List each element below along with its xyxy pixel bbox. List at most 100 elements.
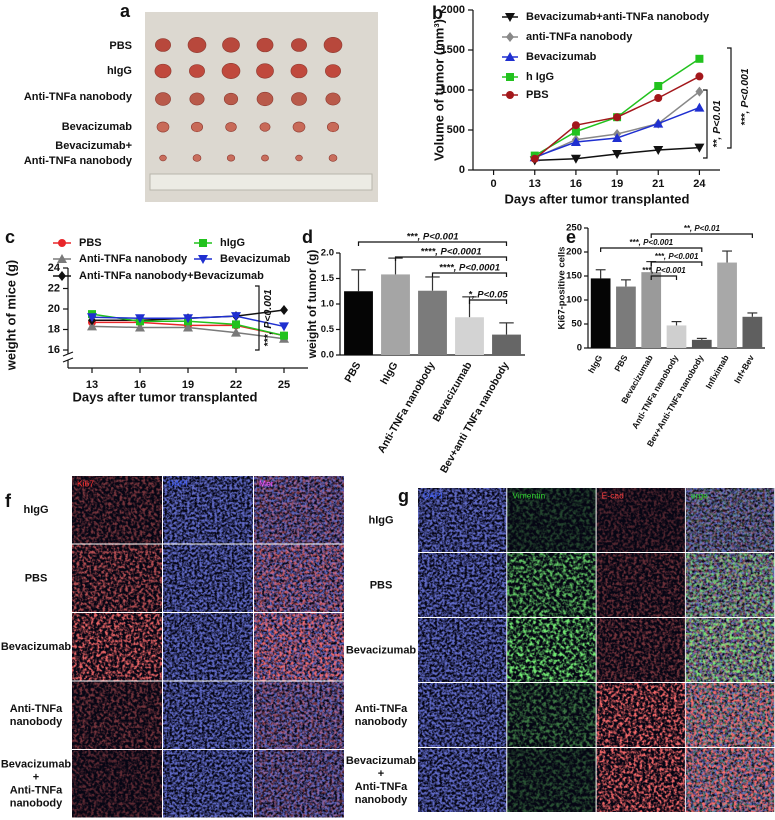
annotation: ****, P<0.0001 <box>439 263 500 274</box>
row-label: Bevacizumab <box>1 759 72 771</box>
point <box>87 321 97 331</box>
y-tick-label: 200 <box>566 247 582 258</box>
tumor <box>256 37 274 53</box>
legend-label: Bevacizumab+anti-TNFa nanobody <box>526 11 710 23</box>
point <box>695 86 704 97</box>
legend-label: PBS <box>79 237 102 249</box>
legend-label: hIgG <box>220 237 245 249</box>
micrograph-signal <box>685 553 775 617</box>
legend-label: Anti-TNFa nanobody <box>79 253 188 265</box>
tumor <box>256 63 274 79</box>
y-tick-label: 0 <box>459 164 465 176</box>
micrograph-signal <box>254 544 344 612</box>
x-tick-label: 24 <box>693 178 706 190</box>
annotation: **, P<0.01 <box>711 100 723 148</box>
tumor <box>187 37 207 53</box>
row-label: Bevacizumab <box>346 755 417 767</box>
legend-marker <box>198 255 208 264</box>
x-tick-label: 22 <box>230 379 242 391</box>
tumor <box>295 154 303 162</box>
x-axis-label: Days after tumor transplanted <box>73 389 258 404</box>
legend-marker <box>58 239 66 247</box>
x-tick-label: 13 <box>86 379 98 391</box>
y-tick-label: 22 <box>48 282 60 294</box>
x-tick-label: PBS <box>342 360 363 385</box>
channel-label: erge <box>691 490 708 500</box>
micrograph-signal <box>163 476 253 544</box>
micrograph-signal <box>418 683 507 747</box>
row-label: Anti-TNFa nanobody <box>24 155 133 167</box>
micrograph-signal <box>418 618 507 682</box>
tumor <box>259 122 271 132</box>
bar <box>590 278 611 348</box>
axis-break <box>62 351 74 363</box>
x-tick-label: 21 <box>652 178 664 190</box>
bracket <box>650 261 703 266</box>
x-tick-label: 0 <box>491 178 497 190</box>
row-label: Anti-TNFa nanobody <box>24 91 133 103</box>
x-tick-label: Infiximab <box>703 353 730 390</box>
point <box>571 121 580 130</box>
x-tick-label: Bev+anti TNFa nanobody <box>438 360 512 476</box>
y-tick-label: 100 <box>566 295 582 306</box>
legend-marker <box>57 254 67 263</box>
y-tick-label: 24 <box>48 262 61 274</box>
point <box>87 313 97 323</box>
bar <box>641 272 662 348</box>
micrograph-signal <box>163 544 253 612</box>
micrograph-signal <box>418 488 507 552</box>
micrograph-signal <box>596 748 685 812</box>
micrograph-signal <box>418 553 507 617</box>
x-tick-label: hIgG <box>586 353 605 375</box>
y-tick-label: 500 <box>447 124 465 136</box>
row-label: hIgG <box>107 65 132 77</box>
row-label: Anti-TNFa <box>355 703 408 715</box>
micrograph-signal <box>254 681 344 749</box>
row-label: hIgG <box>368 514 393 526</box>
tumor <box>189 64 205 78</box>
micrograph-signal <box>72 681 162 749</box>
legend-marker <box>506 91 514 99</box>
tumor <box>261 154 269 162</box>
row-label: nanobody <box>355 794 408 806</box>
point <box>232 320 240 329</box>
bracket <box>600 247 703 252</box>
legend-marker <box>506 32 514 42</box>
row-label: Anti-TNFa <box>10 785 63 797</box>
bar <box>742 316 763 348</box>
point <box>570 137 581 146</box>
micrograph-signal <box>163 681 253 749</box>
point <box>571 127 580 136</box>
tumor <box>155 38 171 52</box>
row-label: + <box>378 768 384 780</box>
tumor <box>325 64 341 78</box>
y-tick-label: 2000 <box>441 4 465 16</box>
micrograph-signal <box>685 748 775 812</box>
y-tick-label: 1.5 <box>321 273 335 284</box>
point <box>653 146 664 155</box>
micrograph-signal <box>596 553 685 617</box>
annotation: ***, P<0.001 <box>262 289 274 347</box>
panel-label: c <box>5 227 15 247</box>
micrograph-signal <box>507 488 596 552</box>
y-tick-label: 50 <box>571 319 582 330</box>
tumor <box>226 154 236 162</box>
point <box>135 314 145 324</box>
micrograph-signal <box>72 613 162 681</box>
annotation: ***, P<0.001 <box>655 252 699 261</box>
bar <box>455 317 484 355</box>
tumor <box>192 154 202 162</box>
tumor <box>221 63 241 79</box>
annotation: ***, P<0.001 <box>642 266 686 275</box>
annotation: ***, P<0.001 <box>629 238 673 247</box>
tumor <box>189 92 205 106</box>
panel-label: g <box>398 486 409 506</box>
y-tick-label: 1000 <box>441 84 465 96</box>
bar <box>717 262 737 348</box>
tumor <box>291 92 307 106</box>
micrograph-signal <box>163 613 253 681</box>
y-tick-label: 16 <box>48 344 60 356</box>
legend-label: Bevacizumab <box>526 51 597 63</box>
point <box>280 331 288 340</box>
